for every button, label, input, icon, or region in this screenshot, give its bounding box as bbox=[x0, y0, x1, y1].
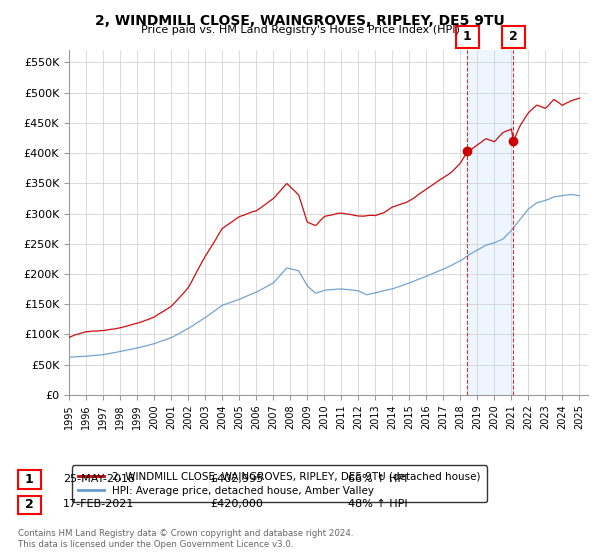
Text: 1: 1 bbox=[463, 30, 472, 44]
Text: 2: 2 bbox=[25, 498, 34, 511]
Text: 25-MAY-2018: 25-MAY-2018 bbox=[63, 474, 135, 484]
Text: 66% ↑ HPI: 66% ↑ HPI bbox=[348, 474, 407, 484]
Text: £420,000: £420,000 bbox=[210, 499, 263, 509]
Text: Contains HM Land Registry data © Crown copyright and database right 2024.
This d: Contains HM Land Registry data © Crown c… bbox=[18, 529, 353, 549]
Bar bbox=[467, 50, 514, 395]
Text: 48% ↑ HPI: 48% ↑ HPI bbox=[348, 499, 407, 509]
Text: 2, WINDMILL CLOSE, WAINGROVES, RIPLEY, DE5 9TU: 2, WINDMILL CLOSE, WAINGROVES, RIPLEY, D… bbox=[95, 14, 505, 28]
Text: 17-FEB-2021: 17-FEB-2021 bbox=[63, 499, 134, 509]
Legend: 2, WINDMILL CLOSE, WAINGROVES, RIPLEY, DE5 9TU (detached house), HPI: Average pr: 2, WINDMILL CLOSE, WAINGROVES, RIPLEY, D… bbox=[71, 465, 487, 502]
Text: 1: 1 bbox=[25, 473, 34, 486]
Text: Price paid vs. HM Land Registry's House Price Index (HPI): Price paid vs. HM Land Registry's House … bbox=[140, 25, 460, 35]
Text: £402,995: £402,995 bbox=[210, 474, 263, 484]
Text: 2: 2 bbox=[509, 30, 518, 44]
